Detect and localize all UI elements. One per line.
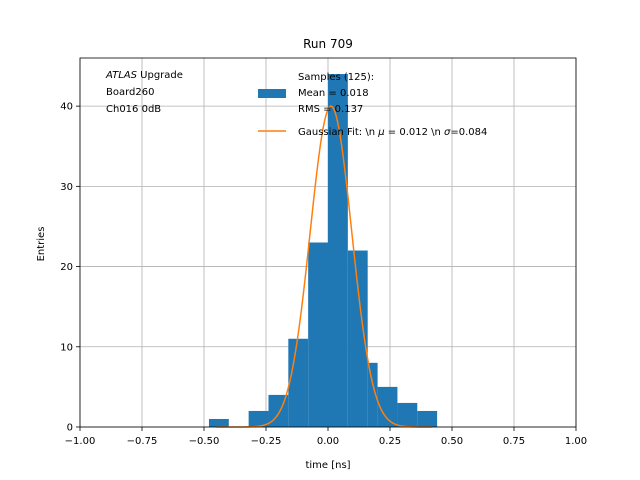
legend: Samples (125): Mean = 0.018 RMS = 0.137 G… (258, 72, 487, 138)
x-tick-label: −0.25 (251, 436, 282, 447)
histogram-bar (417, 410, 438, 427)
histogram-bar (377, 386, 398, 427)
x-tick-label: 1.00 (565, 436, 587, 447)
x-tick-label: 0.25 (379, 436, 401, 447)
legend-fit-part: σ (444, 127, 451, 138)
legend-fit-part: = 0.012 \n (385, 127, 444, 138)
x-axis-label: time [ns] (305, 460, 350, 471)
histogram-bar (328, 74, 348, 427)
chart-title: Run 709 (303, 37, 353, 51)
histogram-bars (208, 74, 438, 427)
legend-histogram-label: Mean = 0.018 (298, 88, 369, 99)
annotation-line: Board260 (106, 87, 154, 98)
histogram-bar (347, 250, 368, 427)
histogram-bar (367, 362, 378, 427)
legend-fit-part: =0.084 (450, 127, 487, 138)
x-tick-label: 0.75 (503, 436, 525, 447)
x-tick-label: 0.50 (441, 436, 463, 447)
histogram-bar (308, 242, 328, 427)
annotation-line: ATLAS Upgrade (105, 70, 183, 81)
annotation-line: Ch016 0dB (106, 104, 161, 115)
annotation-text: Board260 (106, 87, 154, 98)
legend-fit-part: Gaussian Fit: \n (298, 127, 378, 138)
annotation-text: Upgrade (137, 70, 183, 81)
y-axis-label: Entries (36, 227, 47, 262)
x-tick-label: −1.00 (65, 436, 96, 447)
legend-histogram-label: Samples (125): (298, 72, 374, 83)
y-tick-label: 0 (67, 423, 73, 434)
histogram-bar (248, 410, 269, 427)
y-tick-label: 10 (60, 342, 73, 353)
atlas-annotation: ATLAS Upgrade Board260 Ch016 0dB (105, 70, 183, 115)
legend-fit-label: Gaussian Fit: \n μ = 0.012 \n σ=0.084 (298, 127, 487, 138)
histogram-bar (288, 338, 309, 427)
x-tick-label: −0.75 (127, 436, 158, 447)
histogram-bar (397, 402, 418, 427)
legend-histogram-label: RMS = 0.137 (298, 104, 363, 115)
x-tick-label: 0.00 (317, 436, 339, 447)
y-tick-label: 20 (60, 262, 73, 273)
legend-fit-part: μ (377, 127, 384, 138)
annotation-text: Ch016 0dB (106, 104, 161, 115)
legend-histogram-swatch (258, 89, 286, 98)
annotation-italic: ATLAS (105, 70, 138, 81)
y-tick-label: 30 (60, 182, 73, 193)
x-tick-label: −0.50 (189, 436, 220, 447)
axis-ticks: −1.00 −0.75 −0.50 −0.25 0.00 0.25 0.50 0.75 1.00… (60, 102, 587, 447)
y-tick-label: 40 (60, 102, 73, 113)
histogram-bar (208, 418, 229, 427)
